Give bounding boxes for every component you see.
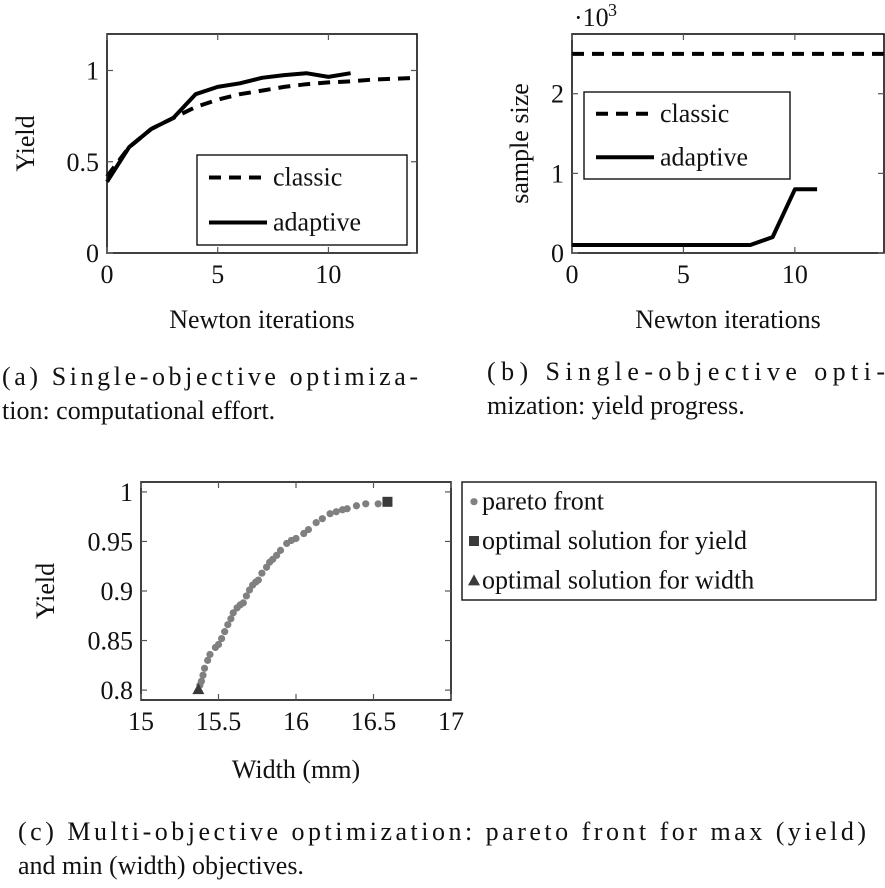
legend-frame: [461, 481, 877, 601]
x-tick-label: 5: [677, 260, 690, 289]
point-pareto-front: [362, 500, 370, 508]
point-pareto-front: [214, 640, 223, 649]
point-pareto-front: [218, 634, 226, 643]
caption-line: mization: yield progress.: [487, 391, 745, 420]
series-line-classic: [105, 75, 418, 178]
point-pareto-front: [304, 525, 312, 534]
point-pareto-front: [224, 621, 232, 629]
y-tick-label: 0.9: [101, 577, 134, 606]
legend-label: optimal solution for yield: [482, 526, 747, 555]
legend-frame: [583, 91, 791, 180]
point-pareto-front: [200, 664, 209, 672]
point-pareto-front: [227, 615, 235, 623]
legend-label: classic: [660, 99, 729, 128]
x-tick-label: 10: [782, 260, 808, 289]
y-scale-label: ·10: [574, 3, 609, 32]
legend: classic adaptive: [583, 91, 791, 180]
legend-label: optimal solution for width: [482, 565, 754, 594]
point-pareto-front: [242, 592, 250, 600]
point-pareto-front: [258, 569, 266, 577]
y-axis-label: Yield: [31, 563, 60, 619]
point-pareto-front: [229, 609, 237, 617]
legend: classic adaptive: [196, 154, 408, 246]
point-pareto-front: [292, 534, 300, 543]
y-tick-label: 2: [551, 80, 564, 109]
point-pareto-front: [312, 519, 320, 527]
x-tick-label: 15.5: [196, 707, 242, 736]
y-tick-label: 0.8: [101, 676, 134, 705]
point-pareto-front: [254, 576, 262, 584]
point-pareto-front: [343, 505, 351, 513]
legend-label: classic: [273, 163, 342, 192]
point-pareto-front: [197, 677, 206, 685]
x-tick-label: 0: [101, 260, 114, 289]
x-tick-label: 0: [566, 260, 579, 289]
y-tick-label: 0.5: [67, 148, 100, 177]
chart-c: 15 15.5 16 16.5 17 0.8 0.85 0.9 0.95 1 Width (mm) Y…: [18, 478, 877, 880]
y-tick-label: 0.95: [88, 527, 134, 556]
legend-label: adaptive: [660, 142, 748, 171]
caption-line: (a) Single-objective optimiza-: [2, 362, 418, 391]
legend-marker-pareto-front: [470, 498, 478, 506]
point-optimal-solution-for-yield: [382, 496, 393, 507]
point-pareto-front: [374, 500, 382, 508]
y-tick-label: 1: [120, 478, 133, 507]
y-axis-label: Yield: [11, 115, 40, 171]
caption-line: (b) Single-objective opti-: [487, 357, 885, 386]
series-line-adaptive: [572, 187, 818, 247]
point-pareto-front: [199, 671, 207, 679]
y-tick-label: 0.85: [88, 627, 134, 656]
legend-label: adaptive: [273, 208, 361, 237]
point-pareto-front: [318, 515, 326, 523]
point-pareto-front: [352, 502, 361, 510]
x-tick-label: 5: [211, 260, 224, 289]
point-pareto-front: [273, 551, 281, 559]
point-pareto-front: [221, 628, 229, 636]
legend-frame: [196, 154, 408, 246]
legend-label: pareto front: [482, 487, 605, 516]
y-tick-label: 0: [86, 239, 99, 268]
x-axis-label: Newton iterations: [169, 305, 355, 334]
caption-line: (c) Multi-objective optimization: pareto…: [18, 817, 866, 846]
x-tick-label: 10: [315, 260, 341, 289]
x-tick-label: 15: [128, 707, 154, 736]
y-tick-label: 0: [551, 239, 564, 268]
plot-frame: [106, 33, 418, 254]
plot-frame: [140, 481, 452, 701]
legend: pareto front optimal solution for yield op…: [461, 481, 877, 601]
x-axis-label: Newton iterations: [635, 305, 821, 334]
chart-a: 0 5 10 0 0.5 1 Newton iterations Yield classic ad…: [2, 33, 418, 425]
x-tick-label: 17: [438, 707, 464, 736]
y-scale-exponent: 3: [608, 0, 617, 20]
y-tick-label: 1: [551, 159, 564, 188]
x-tick-label: 16.5: [351, 707, 397, 736]
point-pareto-front: [204, 656, 212, 664]
point-pareto-front: [326, 510, 334, 518]
caption-line: tion: computational effort.: [2, 396, 275, 425]
plot-frame: [571, 33, 885, 254]
chart-b: 0 5 10 0 1 2 Newton iterations sample size ·10 3 c…: [487, 0, 885, 420]
y-axis-label: sample size: [505, 83, 534, 204]
point-pareto-front: [239, 599, 247, 607]
x-tick-label: 16: [283, 707, 309, 736]
series-line-adaptive: [105, 71, 351, 183]
legend-marker-optimal-solution-for-width: [468, 574, 480, 586]
point-pareto-front: [206, 650, 214, 659]
point-pareto-front: [332, 508, 340, 516]
x-axis-label: Width (mm): [232, 755, 360, 784]
y-tick-label: 1: [86, 57, 99, 86]
caption-line: and min (width) objectives.: [18, 851, 304, 880]
point-optimal-solution-for-width: [192, 683, 205, 695]
legend-marker-optimal-solution-for-yield: [469, 536, 479, 546]
point-pareto-front: [276, 546, 285, 554]
